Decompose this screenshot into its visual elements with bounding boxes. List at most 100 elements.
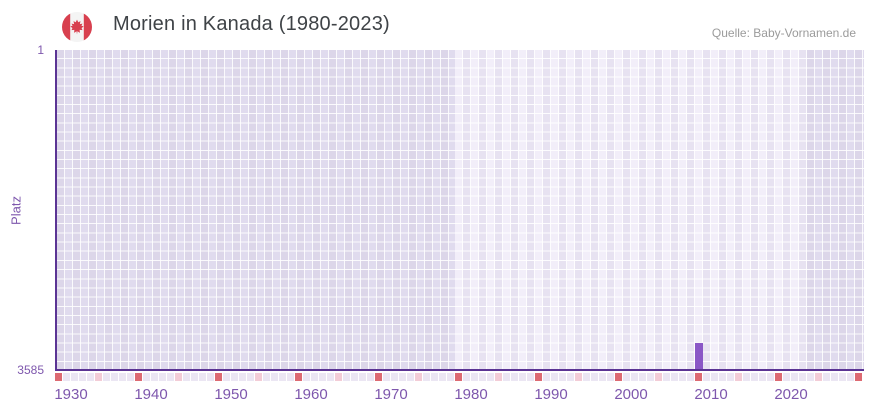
year-marker-cell bbox=[159, 373, 166, 381]
x-axis-tick-1930: 1930 bbox=[54, 386, 88, 403]
year-marker-cell bbox=[495, 373, 502, 381]
year-marker-cell bbox=[695, 373, 702, 381]
year-marker-cell bbox=[247, 373, 254, 381]
chart-title: Morien in Kanada (1980-2023) bbox=[113, 13, 390, 35]
year-marker-cell bbox=[351, 373, 358, 381]
year-marker-cell bbox=[623, 373, 630, 381]
year-marker-cell bbox=[303, 373, 310, 381]
year-marker-cell bbox=[455, 373, 462, 381]
year-marker-cell bbox=[367, 373, 374, 381]
year-marker-cell bbox=[815, 373, 822, 381]
year-marker-cell bbox=[719, 373, 726, 381]
year-marker-cell bbox=[335, 373, 342, 381]
year-marker-cell bbox=[855, 373, 862, 381]
year-marker-cell bbox=[55, 373, 62, 381]
year-marker-cell bbox=[847, 373, 854, 381]
year-marker-cell bbox=[63, 373, 70, 381]
year-marker-cell bbox=[839, 373, 846, 381]
y-axis-label: Platz bbox=[8, 196, 24, 225]
year-marker-cell bbox=[287, 373, 294, 381]
year-marker-cell bbox=[431, 373, 438, 381]
year-marker-cell bbox=[375, 373, 382, 381]
y-axis-tick-bottom: 3585 bbox=[17, 363, 44, 377]
year-marker-cell bbox=[503, 373, 510, 381]
year-marker-cell bbox=[535, 373, 542, 381]
year-marker-cell bbox=[679, 373, 686, 381]
year-marker-cell bbox=[471, 373, 478, 381]
year-marker-cell bbox=[487, 373, 494, 381]
year-marker-cell bbox=[783, 373, 790, 381]
year-marker-cell bbox=[343, 373, 350, 381]
year-marker-cell bbox=[175, 373, 182, 381]
year-marker-cell bbox=[271, 373, 278, 381]
year-marker-cell bbox=[567, 373, 574, 381]
year-marker-cell bbox=[215, 373, 222, 381]
year-marker-cell bbox=[295, 373, 302, 381]
x-axis-tick-1990: 1990 bbox=[534, 386, 568, 403]
year-marker-cell bbox=[711, 373, 718, 381]
year-marker-cell bbox=[791, 373, 798, 381]
year-marker-cell bbox=[775, 373, 782, 381]
year-marker-cell bbox=[479, 373, 486, 381]
year-marker-cell bbox=[207, 373, 214, 381]
year-marker-cell bbox=[439, 373, 446, 381]
year-marker-cell bbox=[263, 373, 270, 381]
year-marker-cell bbox=[255, 373, 262, 381]
out-of-range-band bbox=[57, 50, 455, 369]
year-marker-cell bbox=[639, 373, 646, 381]
year-marker-cell bbox=[311, 373, 318, 381]
year-marker-cell bbox=[103, 373, 110, 381]
x-axis-tick-1970: 1970 bbox=[374, 386, 408, 403]
year-marker-cell bbox=[727, 373, 734, 381]
x-axis-tick-2020: 2020 bbox=[774, 386, 808, 403]
year-marker-cell bbox=[407, 373, 414, 381]
year-marker-cell bbox=[87, 373, 94, 381]
year-marker-cell bbox=[279, 373, 286, 381]
year-marker-cell bbox=[591, 373, 598, 381]
y-axis-tick-top: 1 bbox=[37, 43, 44, 57]
year-marker-cell bbox=[127, 373, 134, 381]
plot-area bbox=[55, 50, 864, 371]
year-marker-cell bbox=[511, 373, 518, 381]
year-marker-cell bbox=[751, 373, 758, 381]
year-marker-cell bbox=[447, 373, 454, 381]
out-of-range-band bbox=[807, 50, 864, 369]
year-marker-cell bbox=[151, 373, 158, 381]
x-axis-tick-1980: 1980 bbox=[454, 386, 488, 403]
year-marker-cell bbox=[671, 373, 678, 381]
year-marker-cell bbox=[223, 373, 230, 381]
year-marker-cell bbox=[143, 373, 150, 381]
year-marker-cell bbox=[319, 373, 326, 381]
rank-bar-2008[interactable] bbox=[695, 343, 703, 369]
x-axis-tick-2010: 2010 bbox=[694, 386, 728, 403]
year-marker-cell bbox=[79, 373, 86, 381]
coverage-band bbox=[455, 50, 807, 369]
year-marker-cell bbox=[527, 373, 534, 381]
year-marker-cell bbox=[239, 373, 246, 381]
year-marker-cell bbox=[735, 373, 742, 381]
year-marker-cell bbox=[551, 373, 558, 381]
year-marker-cell bbox=[135, 373, 142, 381]
year-marker-cell bbox=[767, 373, 774, 381]
year-marker-cell bbox=[71, 373, 78, 381]
year-marker-cell bbox=[703, 373, 710, 381]
year-marker-cell bbox=[415, 373, 422, 381]
year-marker-cell bbox=[599, 373, 606, 381]
year-marker-cell bbox=[231, 373, 238, 381]
year-marker-cell bbox=[575, 373, 582, 381]
year-marker-cell bbox=[831, 373, 838, 381]
year-marker-cell bbox=[607, 373, 614, 381]
x-axis-tick-2000: 2000 bbox=[614, 386, 648, 403]
x-axis-tick-1960: 1960 bbox=[294, 386, 328, 403]
canada-flag-icon bbox=[62, 12, 92, 42]
year-marker-cell bbox=[359, 373, 366, 381]
year-marker-cell bbox=[391, 373, 398, 381]
year-marker-cell bbox=[423, 373, 430, 381]
year-marker-cell bbox=[399, 373, 406, 381]
year-marker-cell bbox=[559, 373, 566, 381]
year-marker-cell bbox=[119, 373, 126, 381]
x-axis-tick-1940: 1940 bbox=[134, 386, 168, 403]
year-marker-cell bbox=[543, 373, 550, 381]
year-marker-cell bbox=[807, 373, 814, 381]
year-marker-cell bbox=[647, 373, 654, 381]
